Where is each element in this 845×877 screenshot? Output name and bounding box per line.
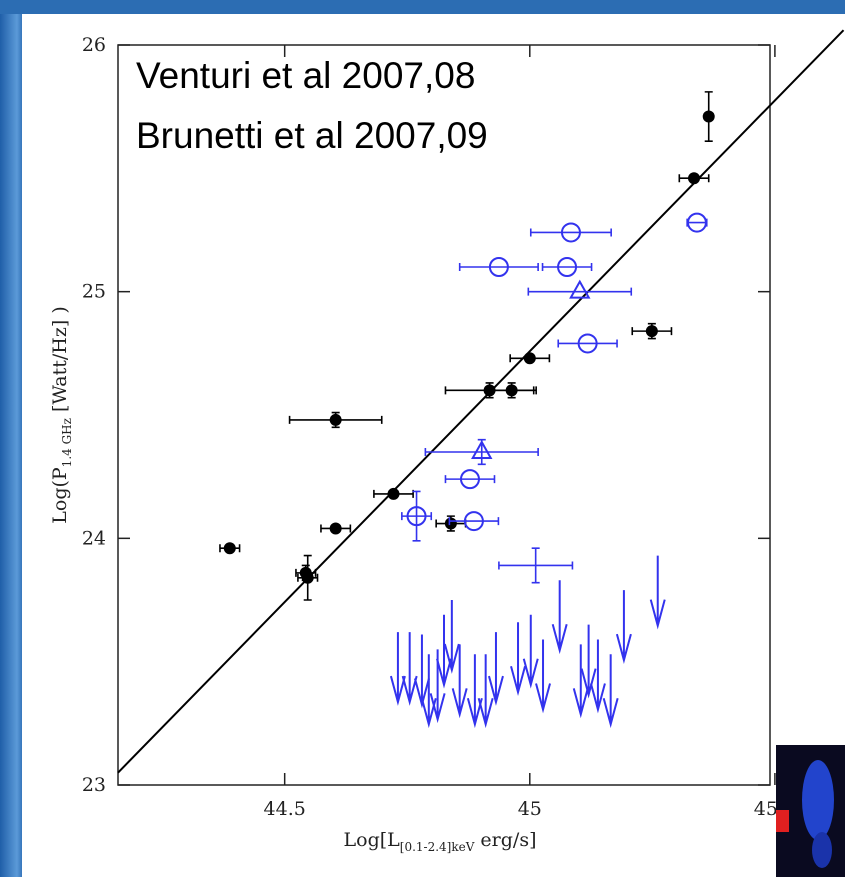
- point: [459, 469, 480, 490]
- fit-line: [117, 29, 845, 774]
- upper-limit-arrow: [615, 590, 632, 664]
- upper-limit-arrow: [477, 654, 494, 729]
- x-error-bar: [448, 517, 500, 526]
- x-label-main: Log[L: [344, 829, 401, 851]
- y-tick-label: 25: [82, 281, 106, 303]
- point: [523, 352, 536, 365]
- upper-limit-arrow: [436, 614, 452, 689]
- plot-frame: [117, 44, 771, 786]
- upper-limit-arrow: [602, 654, 619, 729]
- thumbnail: [776, 745, 845, 877]
- upper-limit-arrow: [572, 644, 589, 719]
- upper-limit-arrow: [535, 639, 551, 714]
- point: [560, 222, 581, 243]
- point: [505, 384, 518, 397]
- y-label-sub: 1.4 GHz: [60, 418, 74, 467]
- plot-panel: [22, 14, 845, 877]
- annotation: Brunetti et al 2007,09: [136, 115, 488, 156]
- point: [223, 542, 236, 555]
- upper-limit-arrow: [522, 614, 539, 689]
- upper-limit-arrow: [466, 654, 483, 729]
- point: [444, 517, 457, 530]
- point: [557, 257, 578, 277]
- x-label-tail: erg/s]: [474, 829, 536, 851]
- upper-limit-arrow: [413, 634, 430, 709]
- point: [577, 333, 598, 354]
- x-error-bar: [541, 263, 593, 271]
- x-axis-label: Log[L[0.1-2.4]keV erg/s]: [344, 829, 537, 854]
- slide-band: [0, 0, 845, 14]
- point: [387, 487, 400, 500]
- x-error-bar: [444, 475, 496, 484]
- point: [488, 257, 509, 277]
- upper-limit-arrow: [443, 600, 460, 674]
- point: [301, 571, 314, 584]
- upper-limit-arrow: [451, 644, 468, 719]
- y-label-tail: [Watt/Hz] ): [49, 306, 71, 418]
- y-axis-label: Log(P1.4 GHz [Watt/Hz] ): [49, 306, 74, 523]
- upper-limit-arrow: [487, 632, 504, 706]
- point: [463, 511, 484, 532]
- x-error-bar: [529, 228, 612, 237]
- thumbnail-blob: [812, 832, 832, 868]
- point: [686, 212, 707, 233]
- point: [688, 172, 701, 185]
- point: [702, 110, 715, 123]
- x-label-sub: [0.1-2.4]keV: [400, 840, 475, 854]
- x-tick-label: 45: [518, 798, 542, 820]
- point: [406, 506, 427, 527]
- upper-limit-arrow: [401, 632, 418, 706]
- upper-limit-arrow: [510, 622, 526, 697]
- y-error-bar: [412, 490, 421, 542]
- x-tick-label: 44.5: [264, 798, 306, 820]
- point: [471, 439, 493, 459]
- y-tick-label: 26: [82, 34, 106, 56]
- y-error-bar: [531, 547, 540, 584]
- point: [329, 413, 342, 426]
- y-tick-label: 23: [82, 774, 106, 796]
- upper-limit-arrow: [589, 639, 606, 714]
- y-tick-label: 24: [82, 527, 106, 549]
- thumbnail-spot: [776, 810, 789, 832]
- x-error-bar: [458, 263, 539, 271]
- upper-limit-arrow: [389, 632, 406, 706]
- annotation: Venturi et al 2007,08: [136, 55, 475, 96]
- upper-limit-arrow: [551, 580, 568, 655]
- x-error-bar: [557, 339, 618, 348]
- upper-limit-arrow: [649, 555, 666, 630]
- point: [329, 522, 342, 535]
- upper-limit-arrow: [580, 624, 597, 699]
- point: [569, 279, 591, 299]
- x-error-bar: [527, 287, 633, 296]
- thumbnail-blob: [802, 760, 834, 840]
- point: [645, 325, 658, 338]
- y-label-main: Log(P: [49, 467, 71, 524]
